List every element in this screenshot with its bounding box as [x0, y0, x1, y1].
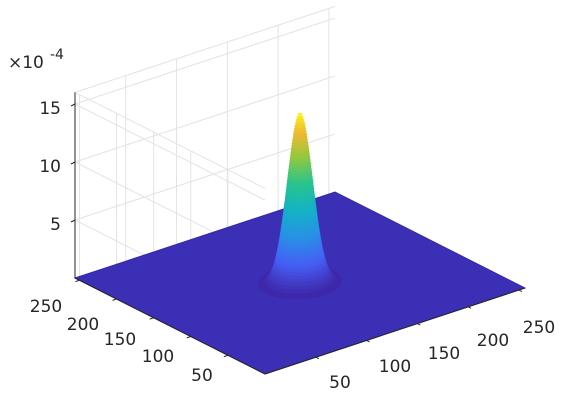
x-tick-label: 50 [329, 373, 351, 393]
x-tick-label: 100 [379, 357, 411, 377]
x-tick-labels: 50 100 150 200 250 [329, 318, 555, 393]
y-tick-label: 250 [30, 297, 62, 317]
z-exponent-multiplier: ×10 [8, 53, 44, 73]
y-tick-label: 50 [191, 366, 213, 386]
axes-lines [70, 92, 526, 375]
surface-contour-ring [297, 113, 303, 116]
z-tick-labels: 5 10 15 [39, 99, 61, 235]
x-tick-label: 150 [428, 344, 460, 364]
x-tick [315, 356, 319, 360]
z-exponent-label: ×10 -4 [8, 47, 64, 73]
y-tick [112, 298, 117, 301]
y-tick [75, 279, 80, 283]
y-tick [186, 336, 191, 339]
x-axis-line [264, 287, 526, 375]
x-tick-label: 200 [477, 331, 509, 351]
y-tick [149, 317, 154, 320]
z-tick [70, 103, 76, 107]
x-tick [518, 289, 523, 292]
z-tick [70, 161, 76, 165]
surface-contour-ring [295, 118, 305, 122]
x-tick [366, 339, 370, 343]
z-tick-label: 5 [50, 215, 61, 235]
x-tick [467, 306, 472, 309]
y-tick-label: 200 [67, 315, 99, 335]
surface-peak [257, 113, 343, 300]
y-tick-label: 100 [142, 347, 174, 367]
y-tick [223, 354, 229, 358]
y-tick-labels: 50 100 150 200 250 [30, 297, 213, 386]
z-tick-label: 15 [39, 99, 61, 119]
z-tick [70, 219, 76, 223]
z-exponent-power: -4 [50, 47, 64, 63]
surface-contour-ring [296, 115, 304, 119]
x-tick [417, 323, 421, 326]
z-tick-label: 10 [39, 157, 61, 177]
x-tick-label: 250 [523, 318, 555, 338]
y-axis-line [74, 277, 266, 375]
y-tick-label: 150 [104, 330, 136, 350]
